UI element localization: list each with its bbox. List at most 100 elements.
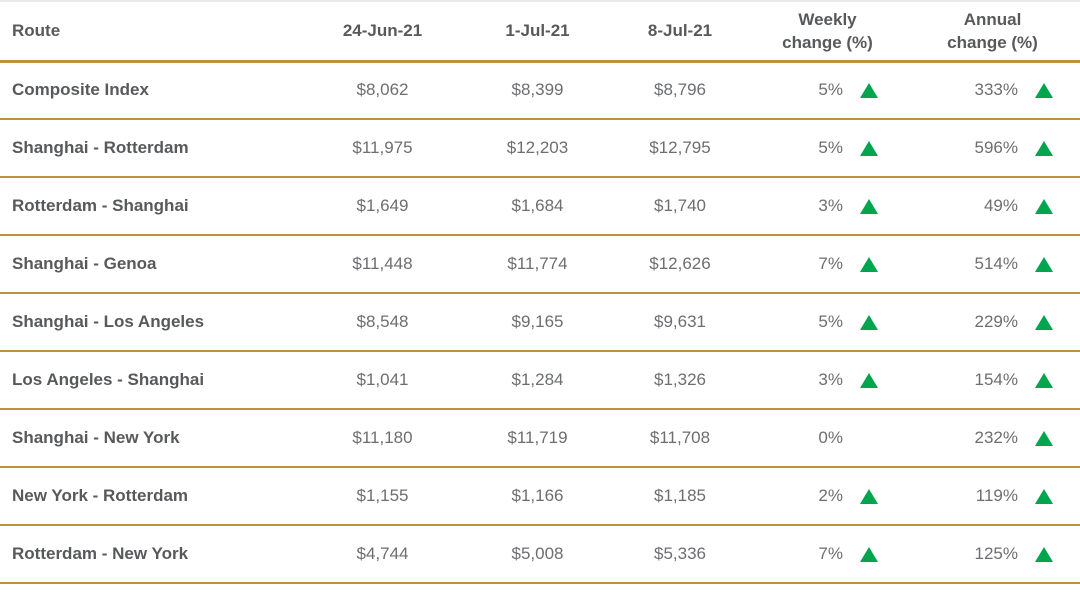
rate-24-jun-21-cell: $1,155 bbox=[356, 486, 409, 505]
annual-change-value: 125% bbox=[974, 544, 1018, 563]
route-cell: Shanghai - New York bbox=[12, 428, 180, 447]
annual-triangle-slot bbox=[1034, 198, 1054, 214]
rate-1-jul-21-cell: $12,203 bbox=[506, 138, 569, 157]
table-row: Rotterdam - Shanghai $1,649 $1,684 $1,74… bbox=[0, 177, 1080, 235]
annual-change-value: 514% bbox=[974, 254, 1018, 273]
annual-change-value: 232% bbox=[974, 428, 1018, 447]
header-annual-change: Annual change (%) bbox=[905, 1, 1080, 61]
annual-change-cell: 596% bbox=[905, 119, 1080, 177]
annual-change-value: 229% bbox=[974, 312, 1018, 331]
weekly-change-value: 5% bbox=[818, 138, 843, 157]
annual-triangle-slot bbox=[1034, 430, 1054, 446]
table-row: New York - Rotterdam $1,155 $1,166 $1,18… bbox=[0, 467, 1080, 525]
header-annual-line2: change (%) bbox=[947, 32, 1038, 52]
route-cell: Composite Index bbox=[12, 80, 149, 100]
triangle-up-icon bbox=[860, 256, 878, 272]
triangle-up-icon bbox=[860, 372, 878, 388]
annual-change-cell: 333% bbox=[905, 61, 1080, 119]
rate-1-jul-21-cell: $1,166 bbox=[511, 486, 564, 505]
rate-8-jul-21-cell: $12,795 bbox=[649, 138, 711, 157]
weekly-change-cell: 3% bbox=[750, 177, 905, 235]
header-date-1-jul-21: 1-Jul-21 bbox=[505, 21, 570, 41]
rate-24-jun-21-cell: $1,649 bbox=[356, 196, 409, 215]
freight-rates-table: Route 24-Jun-21 1-Jul-21 8-Jul-21 Weekly… bbox=[0, 0, 1080, 583]
route-cell: Rotterdam - Shanghai bbox=[12, 196, 189, 215]
route-cell: Shanghai - Genoa bbox=[12, 254, 157, 273]
rate-24-jun-21-cell: $11,975 bbox=[352, 138, 413, 157]
rate-8-jul-21-cell: $9,631 bbox=[654, 312, 706, 331]
annual-triangle-slot bbox=[1034, 488, 1054, 504]
triangle-up-icon bbox=[1035, 488, 1053, 504]
annual-change-value: 596% bbox=[974, 138, 1018, 157]
annual-change-cell: 125% bbox=[905, 525, 1080, 583]
triangle-up-icon bbox=[1035, 546, 1053, 562]
header-date-8-jul-21: 8-Jul-21 bbox=[647, 21, 713, 41]
annual-change-cell: 229% bbox=[905, 293, 1080, 351]
annual-change-cell: 232% bbox=[905, 409, 1080, 467]
weekly-change-value: 5% bbox=[818, 312, 843, 331]
header-weekly-line1: Weekly bbox=[798, 9, 857, 29]
weekly-triangle-slot bbox=[859, 82, 879, 98]
weekly-change-cell: 5% bbox=[750, 119, 905, 177]
header-route: Route bbox=[12, 21, 61, 41]
weekly-triangle-slot bbox=[859, 372, 879, 388]
table-row: Rotterdam - New York $4,744 $5,008 $5,33… bbox=[0, 525, 1080, 583]
triangle-up-icon bbox=[1035, 140, 1053, 156]
triangle-up-icon bbox=[1035, 430, 1053, 446]
table-body: Composite Index $8,062 $8,399 $8,796 5% … bbox=[0, 61, 1080, 583]
triangle-up-icon bbox=[860, 198, 878, 214]
rate-1-jul-21-cell: $11,719 bbox=[507, 428, 568, 447]
triangle-up-icon bbox=[1035, 314, 1053, 330]
route-cell: Los Angeles - Shanghai bbox=[12, 370, 205, 389]
weekly-triangle-slot bbox=[859, 140, 879, 156]
weekly-triangle-slot bbox=[859, 314, 879, 330]
weekly-change-value: 5% bbox=[818, 80, 843, 100]
rate-24-jun-21-cell: $11,448 bbox=[352, 254, 413, 273]
rate-8-jul-21-cell: $8,796 bbox=[654, 80, 706, 100]
weekly-change-value: 0% bbox=[818, 428, 843, 447]
table-row: Shanghai - New York $11,180 $11,719 $11,… bbox=[0, 409, 1080, 467]
table-row: Shanghai - Los Angeles $8,548 $9,165 $9,… bbox=[0, 293, 1080, 351]
weekly-change-cell: 5% bbox=[750, 61, 905, 119]
triangle-up-icon bbox=[860, 314, 878, 330]
route-cell: New York - Rotterdam bbox=[12, 486, 189, 505]
rate-8-jul-21-cell: $1,185 bbox=[654, 486, 706, 505]
weekly-triangle-slot bbox=[859, 256, 879, 272]
rate-1-jul-21-cell: $8,399 bbox=[511, 80, 564, 100]
weekly-change-value: 7% bbox=[818, 254, 843, 273]
weekly-change-value: 3% bbox=[818, 196, 843, 215]
weekly-change-cell: 2% bbox=[750, 467, 905, 525]
triangle-up-icon bbox=[1035, 372, 1053, 388]
table-row: Shanghai - Genoa $11,448 $11,774 $12,626… bbox=[0, 235, 1080, 293]
rate-8-jul-21-cell: $11,708 bbox=[649, 428, 711, 447]
rate-1-jul-21-cell: $5,008 bbox=[511, 544, 564, 563]
annual-triangle-slot bbox=[1034, 140, 1054, 156]
table-row: Los Angeles - Shanghai $1,041 $1,284 $1,… bbox=[0, 351, 1080, 409]
weekly-triangle-slot bbox=[859, 546, 879, 562]
weekly-change-cell: 5% bbox=[750, 293, 905, 351]
rate-8-jul-21-cell: $1,326 bbox=[654, 370, 706, 389]
rate-1-jul-21-cell: $11,774 bbox=[507, 254, 568, 273]
annual-change-value: 333% bbox=[974, 80, 1018, 100]
weekly-triangle-slot bbox=[859, 431, 879, 446]
weekly-change-cell: 7% bbox=[750, 525, 905, 583]
route-cell: Rotterdam - New York bbox=[12, 544, 189, 563]
rate-1-jul-21-cell: $1,684 bbox=[511, 196, 564, 215]
triangle-up-icon bbox=[860, 82, 878, 98]
table-header: Route 24-Jun-21 1-Jul-21 8-Jul-21 Weekly… bbox=[0, 1, 1080, 61]
header-weekly-change: Weekly change (%) bbox=[750, 1, 905, 61]
annual-triangle-slot bbox=[1034, 82, 1054, 98]
rate-8-jul-21-cell: $12,626 bbox=[649, 254, 711, 273]
triangle-up-icon bbox=[1035, 256, 1053, 272]
annual-change-cell: 49% bbox=[905, 177, 1080, 235]
annual-triangle-slot bbox=[1034, 546, 1054, 562]
route-cell: Shanghai - Rotterdam bbox=[12, 138, 189, 157]
rate-24-jun-21-cell: $1,041 bbox=[356, 370, 409, 389]
annual-change-value: 49% bbox=[983, 196, 1018, 215]
rate-24-jun-21-cell: $8,062 bbox=[356, 80, 409, 100]
annual-change-value: 154% bbox=[974, 370, 1018, 389]
annual-triangle-slot bbox=[1034, 314, 1054, 330]
weekly-triangle-slot bbox=[859, 198, 879, 214]
header-weekly-line2: change (%) bbox=[782, 32, 873, 52]
annual-change-cell: 154% bbox=[905, 351, 1080, 409]
